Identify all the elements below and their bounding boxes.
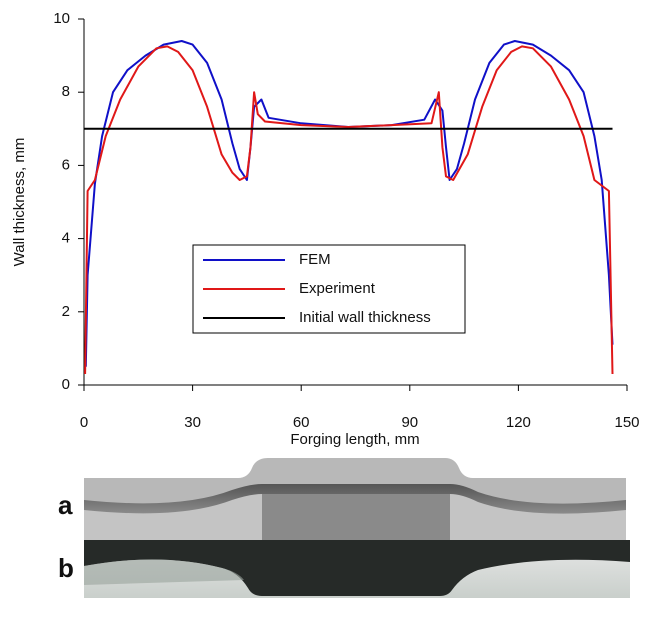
x-axis-label: Forging length, mm — [290, 431, 419, 448]
panel-a-image — [84, 458, 626, 540]
x-tick-label: 30 — [184, 414, 201, 431]
panel-label: b — [58, 553, 74, 583]
legend-label: Initial wall thickness — [299, 309, 431, 326]
y-tick-label: 8 — [62, 83, 70, 100]
x-tick-label: 90 — [401, 414, 418, 431]
y-tick-label: 4 — [62, 230, 70, 247]
x-tick-label: 150 — [614, 414, 639, 431]
panel-b-image — [84, 540, 630, 598]
data-line — [84, 45, 614, 375]
y-axis-label: Wall thickness, mm — [11, 138, 28, 267]
panel-label: a — [58, 490, 73, 520]
y-tick-label: 2 — [62, 303, 70, 320]
legend-label: Experiment — [299, 280, 376, 297]
x-tick-label: 0 — [80, 414, 88, 431]
x-tick-label: 120 — [506, 414, 531, 431]
y-tick-label: 6 — [62, 156, 70, 173]
y-tick-label: 10 — [53, 10, 70, 27]
x-tick-label: 60 — [293, 414, 310, 431]
legend-label: FEM — [299, 251, 331, 268]
y-tick-label: 0 — [62, 376, 70, 393]
